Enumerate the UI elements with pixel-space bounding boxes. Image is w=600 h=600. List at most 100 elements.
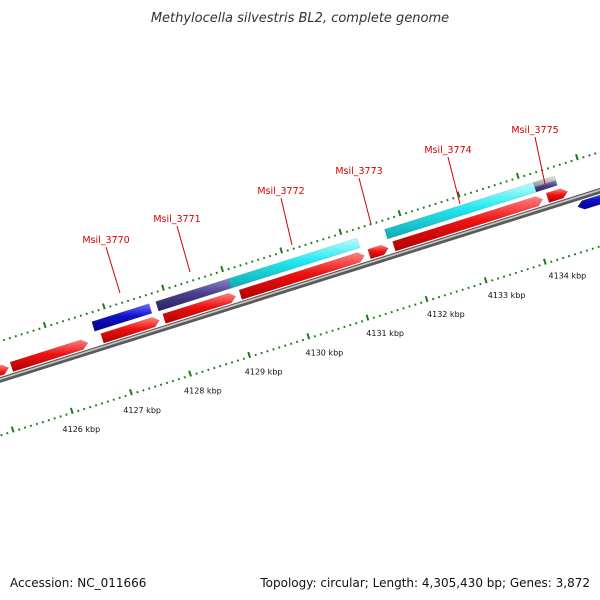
lower-scale-minor-tick [301, 338, 305, 342]
lower-scale-minor-tick [254, 353, 257, 357]
upper-scale-minor-tick [38, 327, 41, 330]
lower-scale-minor-tick [319, 333, 322, 336]
upper-scale-minor-tick [558, 163, 561, 166]
scale-label: 4131 kbp [366, 329, 404, 338]
upper-scale-minor-tick [351, 228, 354, 232]
upper-scale-minor-tick [487, 185, 490, 189]
lower-scale-minor-tick [443, 294, 447, 297]
lower-scale-minor-tick [41, 420, 44, 424]
lower-scale-major-tick [306, 333, 311, 340]
upper-scale-minor-tick [452, 197, 455, 200]
lower-scale-minor-tick [514, 271, 518, 275]
upper-scale-minor-tick [14, 335, 17, 338]
lower-scale-minor-tick [384, 312, 387, 316]
scale-label: 4134 kbp [549, 272, 587, 281]
lower-scale-major-tick [483, 277, 488, 284]
upper-scale-minor-tick [357, 226, 360, 230]
scale-label: 4126 kbp [63, 425, 101, 434]
upper-scale-minor-tick [369, 223, 372, 226]
lower-scale-minor-tick [260, 351, 263, 355]
upper-scale-minor-tick [387, 217, 390, 221]
gene-arrow [9, 339, 89, 372]
lower-scale-minor-tick [496, 277, 500, 280]
lower-scale-minor-tick [396, 308, 399, 312]
lower-scale-minor-tick [414, 303, 417, 306]
gene-label[interactable]: Msil_3772 [257, 186, 304, 197]
lower-scale-minor-tick [53, 417, 56, 420]
lower-scale-minor-tick [408, 305, 411, 308]
gene-label[interactable]: Msil_3774 [424, 145, 471, 156]
upper-scale-minor-tick [363, 225, 366, 228]
lower-scale-minor-tick [112, 398, 115, 401]
upper-scale-minor-tick [552, 165, 556, 168]
upper-scale-minor-tick [262, 256, 266, 260]
upper-scale-minor-tick [186, 280, 189, 284]
lower-scale-minor-tick [461, 288, 464, 291]
lower-scale-minor-tick [94, 404, 98, 407]
lower-scale-minor-tick [23, 426, 27, 429]
lower-scale-minor-tick [230, 361, 234, 364]
upper-scale-minor-tick [304, 243, 307, 247]
lower-scale-minor-tick [573, 253, 577, 256]
upper-scale-minor-tick [546, 167, 550, 170]
gene-label[interactable]: Msil_3775 [511, 125, 558, 136]
lower-scale-minor-tick [331, 329, 334, 332]
upper-scale-minor-tick [274, 252, 278, 256]
lower-scale-minor-tick [77, 409, 80, 413]
gene-label-leader [280, 197, 293, 246]
gene-label[interactable]: Msil_3771 [153, 214, 200, 225]
gene-label[interactable]: Msil_3773 [335, 166, 382, 177]
upper-scale-minor-tick [582, 156, 585, 159]
upper-scale-minor-tick [26, 331, 29, 334]
upper-scale-minor-tick [61, 320, 65, 323]
lower-scale-minor-tick [295, 340, 299, 344]
upper-scale-major-tick [397, 209, 402, 217]
upper-scale-major-tick [456, 191, 461, 198]
upper-scale-minor-tick [564, 161, 567, 165]
lower-scale-minor-tick [491, 279, 494, 282]
upper-scale-minor-tick [156, 290, 159, 293]
upper-scale-minor-tick [79, 314, 82, 317]
lower-scale-major-tick [188, 370, 192, 377]
upper-scale-minor-tick [529, 172, 532, 176]
lower-scale-minor-tick [65, 413, 68, 416]
upper-scale-minor-tick [121, 301, 124, 304]
upper-scale-minor-tick [180, 282, 183, 286]
upper-scale-minor-tick [32, 329, 35, 332]
upper-scale-minor-tick [85, 312, 88, 316]
upper-scale-minor-tick [203, 275, 207, 278]
scale-label: 4128 kbp [184, 387, 222, 396]
accession-text: Accession: NC_011666 [10, 576, 146, 590]
lower-scale-minor-tick [148, 387, 151, 390]
lower-scale-minor-tick [538, 264, 541, 267]
gene-label[interactable]: Msil_3770 [82, 235, 129, 246]
upper-scale-minor-tick [393, 215, 396, 219]
upper-scale-minor-tick [132, 297, 136, 301]
lower-scale-minor-tick [372, 316, 376, 319]
lower-scale-major-tick [542, 258, 547, 265]
lower-scale-minor-tick [83, 407, 86, 411]
lower-scale-minor-tick [479, 282, 482, 286]
lower-scale-minor-tick [526, 267, 529, 271]
lower-scale-minor-tick [195, 372, 198, 375]
upper-scale-major-tick [220, 265, 224, 273]
lower-scale-minor-tick [567, 254, 571, 258]
lower-scale-minor-tick [562, 256, 565, 260]
gene-label-leader [105, 246, 121, 294]
lower-scale-minor-tick [591, 247, 594, 250]
upper-scale-minor-tick [493, 183, 496, 187]
lower-scale-minor-tick [390, 310, 393, 314]
upper-scale-minor-tick [227, 267, 230, 271]
upper-scale-minor-tick [233, 266, 236, 269]
genome-summary-text: Topology: circular; Length: 4,305,430 bp… [259, 576, 590, 590]
upper-scale-minor-tick [73, 316, 77, 319]
gene-arrow [100, 317, 160, 344]
lower-scale-minor-tick [124, 394, 127, 398]
gene-arrow [0, 364, 10, 377]
lower-scale-minor-tick [159, 383, 163, 387]
lower-scale-major-tick [69, 407, 74, 414]
lower-scale-minor-tick [224, 363, 228, 366]
lower-scale-minor-tick [177, 377, 180, 381]
upper-scale-minor-tick [2, 338, 6, 342]
